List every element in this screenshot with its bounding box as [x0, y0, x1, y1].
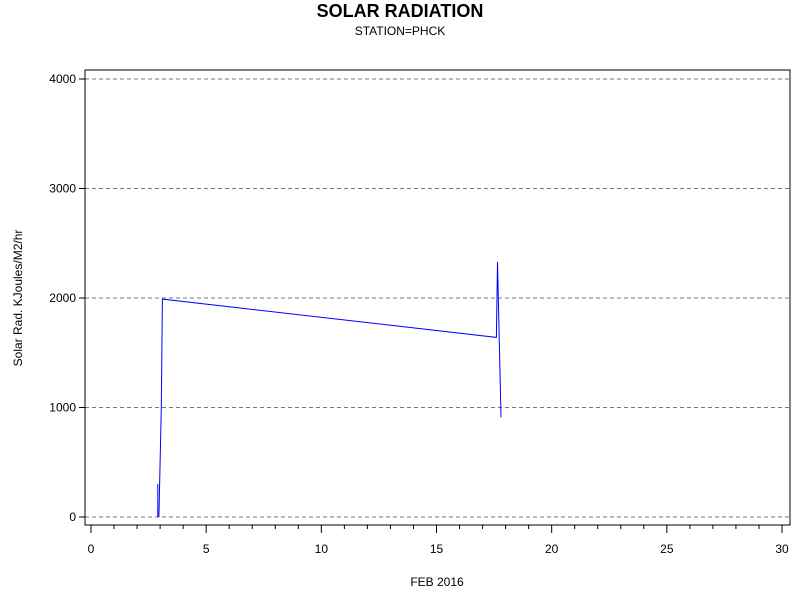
x-axis-label: FEB 2016: [410, 575, 464, 589]
chart-subtitle: STATION=PHCK: [355, 24, 446, 38]
series-layer: [157, 261, 502, 518]
x-tick-label: 0: [88, 542, 95, 556]
x-minor-ticks: [113, 525, 760, 529]
y-tick-label: 3000: [49, 182, 76, 196]
chart-title: SOLAR RADIATION: [317, 1, 484, 21]
grid-lines: [85, 78, 790, 518]
x-tick-label: 5: [203, 542, 210, 556]
x-tick-label: 15: [430, 542, 444, 556]
series-line: [158, 261, 502, 518]
y-tick-label: 0: [69, 510, 76, 524]
x-tick-label: 10: [315, 542, 329, 556]
y-axis-label: Solar Rad. KJoules/M2/hr: [11, 230, 25, 367]
y-tick-label: 2000: [49, 291, 76, 305]
plot-frame: [84, 69, 791, 526]
ticks: 0 1000 2000 3000 4000 0 5 10 15 20 25 30: [49, 72, 789, 556]
x-tick-label: 20: [545, 542, 559, 556]
x-tick-label: 30: [775, 542, 789, 556]
x-tick-label: 25: [660, 542, 674, 556]
y-tick-label: 1000: [49, 401, 76, 415]
y-tick-label: 4000: [49, 72, 76, 86]
